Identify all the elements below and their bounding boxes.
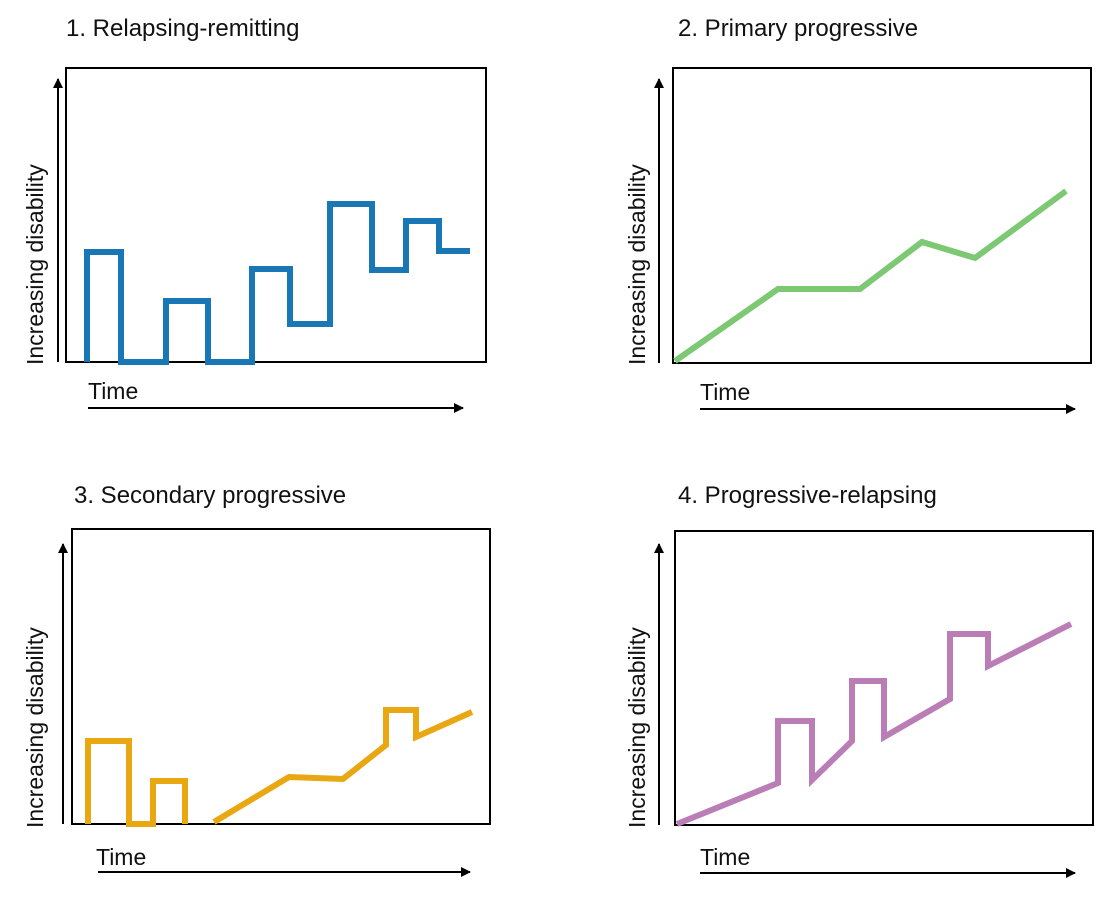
panel-2-x-axis-label: Time bbox=[700, 379, 751, 405]
panel-4-progressive-relapsing-line bbox=[675, 621, 1073, 827]
panel-1-title: 1. Relapsing-remitting bbox=[66, 15, 300, 42]
panel-3-title: 3. Secondary progressive bbox=[74, 482, 347, 509]
panel-1-frame bbox=[65, 67, 487, 363]
panel-3-progressive-segment bbox=[212, 707, 474, 825]
panel-4-frame bbox=[674, 530, 1094, 826]
panel-1-relapsing-remitting-line bbox=[84, 201, 470, 365]
panel-2-primary-progressive-line bbox=[673, 188, 1068, 364]
panel-4-x-axis-label: Time bbox=[700, 844, 751, 870]
panel-3-x-axis-label: Time bbox=[96, 844, 147, 870]
panel-2-title: 2. Primary progressive bbox=[678, 15, 919, 42]
panel-3-relapsing-segment bbox=[85, 738, 188, 827]
panel-2-frame bbox=[672, 67, 1092, 364]
panel-4-title: 4. Progressive-relapsing bbox=[678, 482, 937, 509]
panel-3-frame bbox=[71, 528, 491, 825]
panel-1-x-axis-label: Time bbox=[88, 378, 139, 404]
